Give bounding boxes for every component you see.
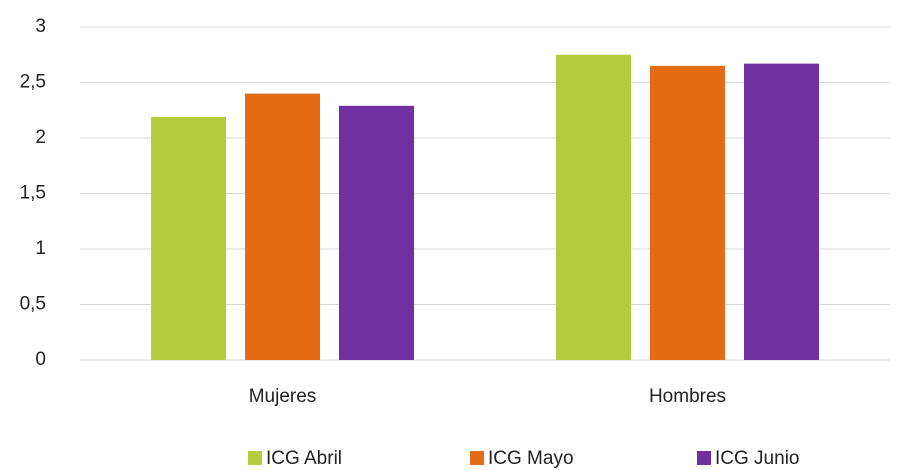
y-tick-label: 3	[35, 16, 46, 37]
bar	[151, 116, 226, 360]
bar	[245, 93, 320, 360]
bar	[339, 105, 414, 360]
legend-swatch	[697, 451, 711, 465]
y-tick-label: 1	[35, 238, 46, 259]
y-tick-label: 2,5	[20, 72, 46, 93]
y-tick-label: 0	[35, 349, 46, 370]
legend-label: ICG Junio	[715, 448, 799, 469]
legend-swatch	[248, 451, 262, 465]
x-tick-label: Mujeres	[249, 386, 317, 407]
legend-swatch	[470, 451, 484, 465]
y-tick-label: 2	[35, 127, 46, 148]
legend-label: ICG Abril	[266, 448, 342, 469]
bar	[556, 54, 631, 360]
bar	[744, 63, 819, 360]
x-tick-label: Hombres	[649, 386, 726, 407]
bar	[650, 65, 725, 360]
y-tick-label: 0,5	[20, 294, 46, 315]
y-tick-label: 1,5	[20, 183, 46, 204]
legend-label: ICG Mayo	[488, 448, 574, 469]
